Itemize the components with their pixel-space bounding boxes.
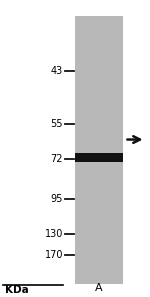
Text: 72: 72 (51, 154, 63, 164)
Text: 130: 130 (45, 229, 63, 239)
Text: 95: 95 (51, 194, 63, 204)
Text: 170: 170 (45, 250, 63, 260)
Text: 43: 43 (51, 66, 63, 76)
Text: KDa: KDa (4, 285, 28, 295)
Bar (75, 153, 123, 162)
Text: 55: 55 (51, 119, 63, 129)
Text: A: A (95, 283, 103, 293)
Bar (75, 16, 123, 284)
